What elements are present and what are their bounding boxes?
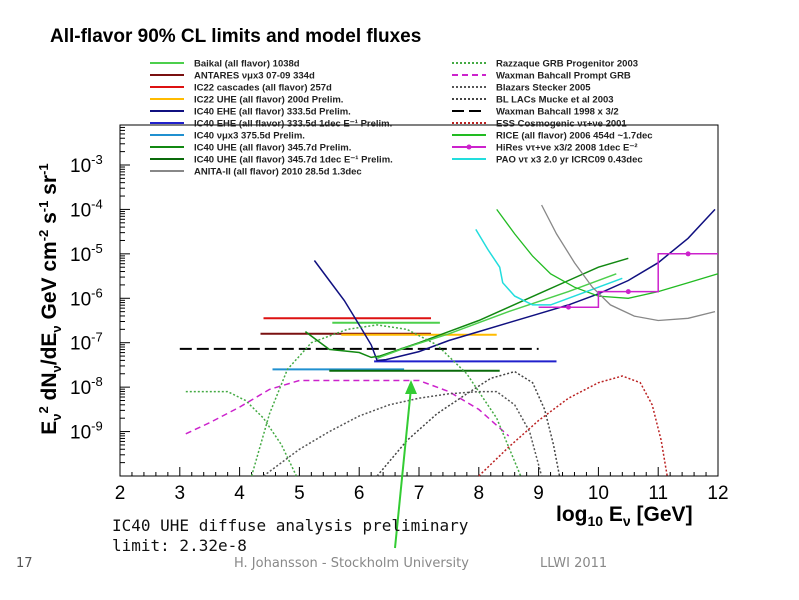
chart-title: All-flavor 90% CL limits and model fluxe… (50, 26, 422, 47)
y-axis-label: Eν2 dNν/dEν GeV cm-2 s-1 sr-1 (35, 163, 65, 435)
x-tick-label: 8 (474, 483, 485, 504)
annotation-arrow (394, 387, 412, 549)
legend-right-label-3: BL LACs Mucke et al 2003 (496, 95, 614, 106)
legend-left-label-9: ANITA-II (all flavor) 2010 28.5d 1.3dec (194, 167, 362, 178)
footer-event: LLWI 2011 (540, 556, 608, 571)
x-tick-label: 9 (533, 483, 544, 504)
legend-left-label-5: IC40 EHE (all flavor) 333.5d 1dec E⁻¹ Pr… (194, 119, 392, 130)
y-tick-label: 10-8 (70, 374, 103, 399)
y-tick-label: 10-6 (70, 285, 103, 310)
legend-left-label-7: IC40 UHE (all flavor) 345.7d Prelim. (194, 143, 351, 154)
x-tick-label: 7 (414, 483, 425, 504)
annotation-line-1: IC40 UHE diffuse analysis preliminary (112, 516, 469, 535)
series-14-marker (685, 251, 691, 257)
annotation-arrowhead (405, 380, 417, 394)
y-tick-label: 10-3 (70, 152, 103, 177)
legend-right-label-8: PAO ντ x3 2.0 yr ICRC09 0.43dec (496, 155, 643, 166)
annotation-text: IC40 UHE diffuse analysis preliminary li… (112, 516, 468, 556)
series-19-line (376, 370, 561, 477)
series-14-marker (625, 289, 631, 295)
x-tick-label: 10 (588, 483, 609, 504)
y-tick-label: 10-5 (70, 241, 103, 266)
x-tick-label: 6 (354, 483, 365, 504)
legend-left-label-0: Baikal (all flavor) 1038d (194, 59, 300, 70)
series-18-line (263, 390, 543, 477)
legend-right-label-5: ESS Cosmogenic ντ+νe 2001 (496, 119, 627, 130)
series-15-line (185, 379, 510, 437)
x-tick-label: 3 (175, 483, 186, 504)
x-tick-label: 2 (115, 483, 126, 504)
y-tick-label: 10-7 (70, 330, 103, 355)
y-tick-label: 10-4 (70, 196, 103, 221)
series-10-line (376, 273, 617, 360)
legend-right-label-6: RICE (all flavor) 2006 454d ~1.7dec (496, 131, 653, 142)
x-tick-label: 11 (648, 483, 668, 504)
legend-left-label-4: IC40 EHE (all flavor) 333.5d Prelim. (194, 107, 351, 118)
series-12-line (475, 229, 623, 306)
x-tick-label: 12 (707, 483, 728, 504)
series-16-line (185, 390, 298, 477)
annotation-line-2: limit: 2.32e-8 (112, 536, 247, 555)
series-9-line (304, 257, 629, 359)
legend-right-marker-7 (466, 144, 472, 150)
series-14-marker (566, 304, 571, 310)
plot-frame (119, 124, 719, 477)
footer-author: H. Johansson - Stockholm University (234, 556, 469, 571)
legend-right-label-7: HiRes ντ+νe x3/2 2008 1dec E⁻² (496, 143, 638, 154)
series-8-line (313, 208, 716, 362)
legend-left-label-8: IC40 UHE (all flavor) 345.7d 1dec E⁻¹ Pr… (194, 155, 393, 166)
series-13-line (541, 204, 716, 322)
legend-right-label-4: Waxman Bahcall 1998 x 3/2 (496, 107, 619, 118)
x-tick-label: 5 (294, 483, 305, 504)
legend-right-label-2: Blazars Stecker 2005 (496, 83, 591, 94)
y-tick-label: 10-9 (70, 419, 103, 444)
legend-left-label-2: IC22 cascades (all flavor) 257d (194, 83, 332, 94)
legend-left-label-3: IC22 UHE (all flavor) 200d Prelim. (194, 95, 343, 106)
series-20-line (478, 375, 668, 477)
legend-right-label-1: Waxman Bahcall Prompt GRB (496, 71, 631, 82)
legend-left-label-1: ANTARES νμx3 07-09 334d (194, 71, 315, 82)
x-tick-label: 4 (234, 483, 245, 504)
legend-left-label-6: IC40 νμx3 375.5d Prelim. (194, 131, 305, 142)
legend-right-label-0: Razzaque GRB Progenitor 2003 (496, 59, 638, 70)
x-axis-label: log10 Eν [GeV] (556, 503, 693, 530)
page-number: 17 (16, 556, 33, 571)
series-17-line (250, 324, 522, 477)
